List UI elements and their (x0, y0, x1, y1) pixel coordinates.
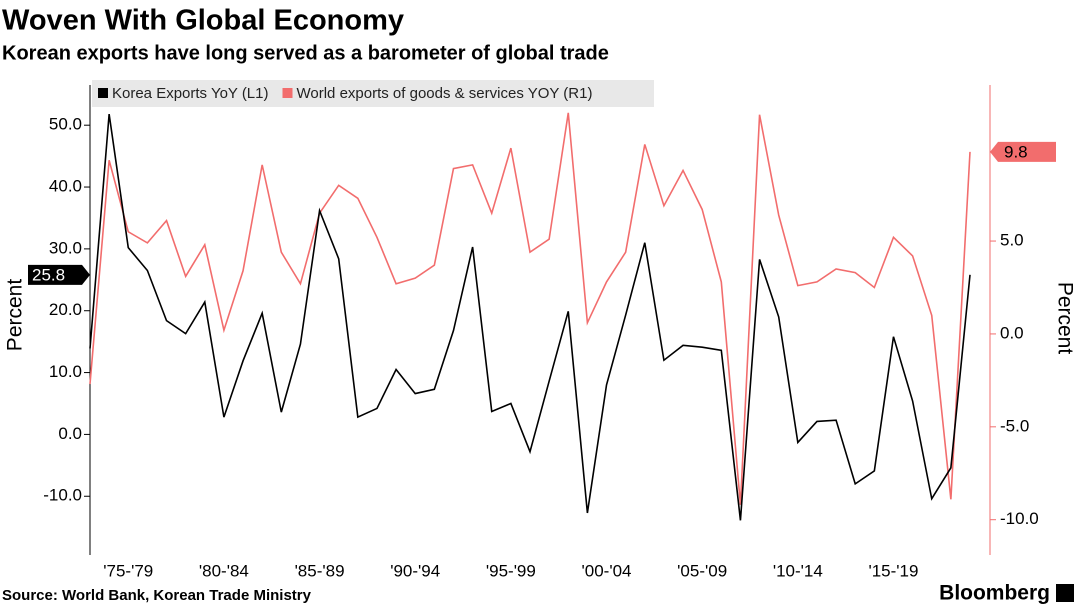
y-tick-label: 40.0 (49, 177, 82, 196)
y-tick-label: 30.0 (49, 238, 82, 257)
y2-tick-label: -10.0 (1000, 509, 1039, 528)
chart-subtitle: Korean exports have long served as a bar… (2, 42, 609, 64)
y-tick-label: 10.0 (49, 362, 82, 381)
x-tick-label: '05-'09 (677, 561, 727, 580)
y-axis-label: Percent (4, 279, 27, 352)
legend-swatch (282, 88, 293, 98)
y-tick-label: -10.0 (43, 486, 82, 505)
y-tick-label: 20.0 (49, 300, 82, 319)
brand-icon (1056, 584, 1074, 602)
y-tick-label: 0.0 (58, 424, 82, 443)
last-value-label: 9.8 (1004, 142, 1028, 161)
source: Source: World Bank, Korean Trade Ministr… (2, 587, 312, 604)
x-tick-label: '85-'89 (295, 561, 345, 580)
y2-axis-label: Percent (1053, 282, 1076, 355)
x-tick-label: '90-'94 (390, 561, 440, 580)
legend-label: Korea Exports YoY (L1) (112, 85, 269, 102)
y2-tick-label: -5.0 (1000, 416, 1029, 435)
x-tick-label: '80-'84 (199, 561, 249, 580)
legend-swatch (98, 88, 108, 98)
last-value-label: 25.8 (32, 265, 65, 284)
legend-box (92, 80, 654, 107)
series-line (89, 113, 971, 521)
legend-label: World exports of goods & services YOY (R… (297, 85, 593, 102)
last-value-tag (990, 141, 1056, 162)
x-tick-label: '95-'99 (486, 561, 536, 580)
brand: Bloomberg (939, 582, 1050, 605)
x-tick-label: '15-'19 (868, 561, 918, 580)
y-tick-label: 50.0 (49, 115, 82, 134)
last-value-tag (28, 264, 90, 285)
y2-tick-label: 5.0 (1000, 231, 1024, 250)
x-tick-label: '75-'79 (103, 561, 153, 580)
series-line (89, 112, 971, 505)
y2-tick-label: 0.0 (1000, 323, 1024, 342)
x-tick-label: '10-'14 (773, 561, 823, 580)
chart-title: Woven With Global Economy (2, 5, 404, 37)
x-tick-label: '00-'04 (582, 561, 632, 580)
